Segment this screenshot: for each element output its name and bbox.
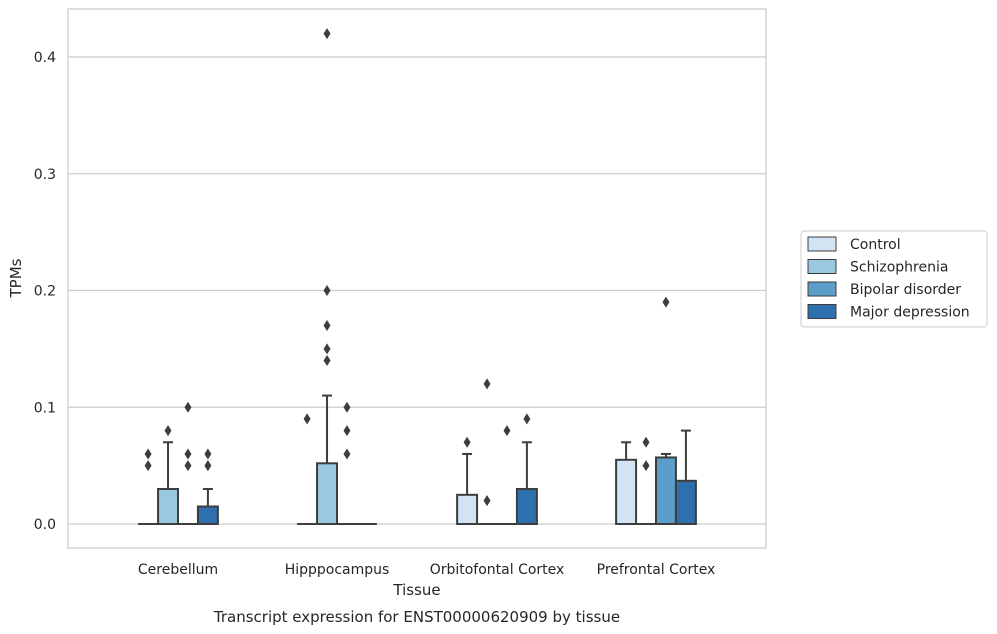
x-tick-label: Prefrontal Cortex — [597, 562, 716, 578]
box — [456, 493, 479, 525]
box — [196, 505, 219, 525]
box-control — [615, 441, 638, 526]
box — [316, 462, 338, 526]
x-axis-title: Tissue — [392, 581, 440, 599]
y-tick-label: 0.3 — [34, 167, 56, 183]
y-tick-label: 0.2 — [34, 284, 56, 300]
outlier-point — [184, 460, 192, 472]
box-control — [138, 448, 159, 525]
box-bipolar-disorder — [497, 425, 517, 525]
x-tick-labels: Cerebellum Hipppocampus Orbitofontal Corte… — [138, 562, 715, 578]
outlier-point — [303, 413, 311, 425]
outlier-point — [144, 448, 152, 460]
legend: Control Schizophrenia Bipolar disorder Majo… — [800, 230, 988, 328]
outlier-point — [642, 436, 650, 448]
box-bipolar-disorder — [655, 296, 677, 526]
legend-swatch — [807, 236, 837, 252]
outlier-point — [204, 460, 212, 472]
box-groups — [138, 28, 697, 526]
y-tick-label: 0.1 — [34, 400, 56, 416]
legend-swatch — [807, 304, 837, 319]
legend-swatch — [807, 259, 837, 274]
legend-frame — [800, 230, 988, 328]
outlier-point — [144, 460, 152, 472]
legend-label: Major depression — [850, 305, 970, 321]
legend-label: Bipolar disorder — [850, 282, 961, 298]
box — [674, 479, 697, 525]
outlier-point — [483, 378, 491, 390]
box-bipolar-disorder — [337, 401, 357, 525]
box-schizophrenia — [636, 436, 656, 525]
outlier-point — [323, 28, 331, 40]
legend-swatch — [807, 281, 837, 297]
box-schizophrenia — [477, 378, 497, 525]
outlier-point — [323, 320, 331, 332]
box-bipolar-disorder — [178, 401, 198, 525]
box — [157, 487, 179, 526]
outlier-point — [463, 436, 471, 448]
outlier-point — [503, 425, 511, 437]
box-schizophrenia — [157, 425, 179, 526]
box-major-depression — [674, 429, 697, 525]
outlier-point — [343, 401, 351, 413]
box — [655, 456, 677, 526]
y-tick-labels: 0.0 0.1 0.2 0.3 0.4 — [34, 50, 56, 533]
outlier-point — [323, 285, 331, 296]
y-axis-title: TPMs — [7, 258, 25, 298]
outlier-point — [642, 460, 650, 472]
outlier-point — [184, 448, 192, 460]
legend-label: Schizophrenia — [850, 260, 948, 276]
box-major-depression — [515, 413, 538, 526]
box-schizophrenia — [316, 28, 338, 526]
box — [515, 487, 538, 526]
plot-frame — [67, 8, 767, 549]
y-tick-label: 0.4 — [34, 50, 56, 66]
outlier-point — [343, 425, 351, 437]
outlier-point — [164, 425, 172, 437]
outlier-point — [323, 343, 331, 355]
legend-label: Control — [850, 237, 901, 253]
outlier-point — [483, 495, 491, 507]
chart-title: Transcript expression for ENST0000062090… — [213, 608, 620, 626]
box-major-depression — [196, 448, 219, 525]
outlier-point — [343, 448, 351, 460]
outlier-point — [204, 448, 212, 460]
x-tick-label: Cerebellum — [138, 562, 218, 578]
outlier-point — [523, 413, 531, 425]
outlier-point — [184, 401, 192, 413]
box-control — [456, 436, 479, 525]
outlier-point — [662, 296, 670, 308]
x-tick-label: Hipppocampus — [285, 562, 390, 578]
y-tick-label: 0.0 — [34, 517, 56, 533]
box — [615, 458, 638, 526]
outlier-point — [323, 355, 331, 367]
box-control — [297, 413, 318, 525]
x-tick-label: Orbitofontal Cortex — [430, 562, 565, 578]
